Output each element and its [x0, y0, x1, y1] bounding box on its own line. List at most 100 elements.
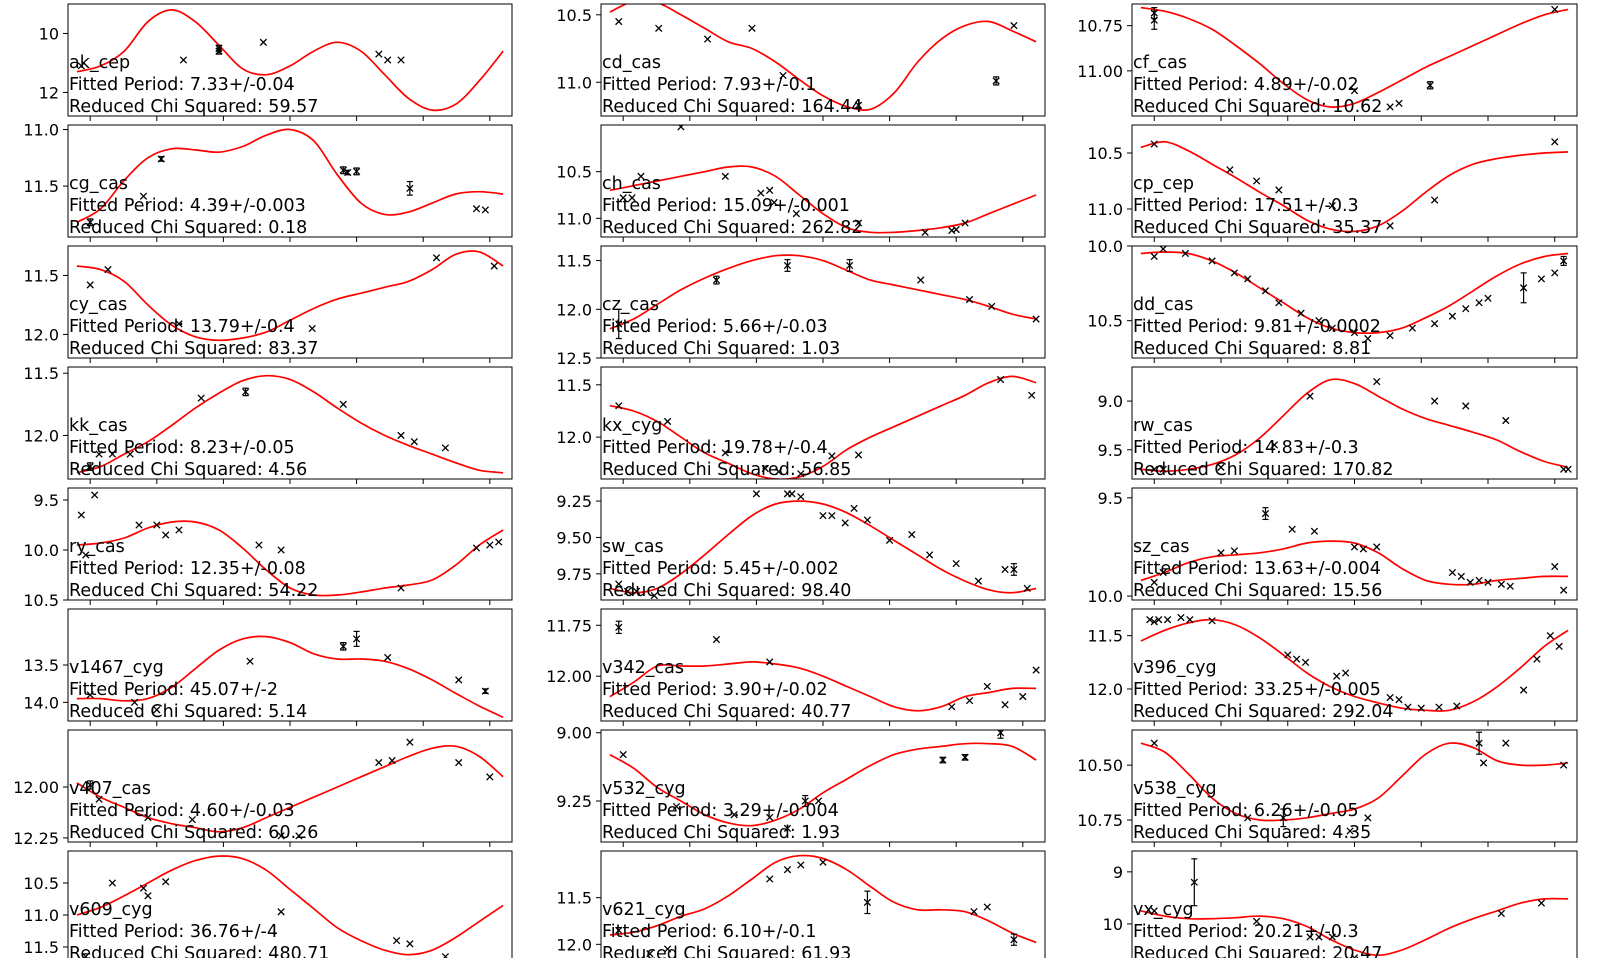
fit-curve	[76, 250, 504, 342]
star-name-label: v342_cas	[602, 658, 684, 678]
y-tick-label: 11.5	[556, 376, 592, 395]
star-name-label: ak_cep	[69, 53, 130, 73]
data-point	[1150, 252, 1158, 261]
data-point	[983, 903, 991, 911]
data-point	[339, 400, 347, 408]
data-point	[1395, 696, 1403, 704]
data-point	[1559, 586, 1568, 594]
fitted-period-text: Fitted Period: 7.33+/-0.04	[69, 75, 295, 95]
data-point	[406, 180, 414, 196]
data-point	[441, 444, 450, 452]
plot-area	[68, 730, 512, 842]
data-point	[344, 168, 352, 177]
data-point	[130, 698, 139, 706]
y-tick-label: 12.0	[23, 325, 59, 344]
data-point	[153, 521, 161, 529]
data-point	[845, 259, 854, 272]
data-point	[1426, 81, 1434, 90]
data-point	[792, 210, 801, 218]
data-point	[1350, 87, 1359, 95]
plot-area	[1132, 851, 1577, 958]
plot-frame	[67, 850, 513, 958]
data-point	[677, 125, 685, 131]
data-point	[1430, 319, 1439, 328]
plot-frame	[1131, 729, 1578, 843]
data-point	[1284, 651, 1292, 659]
fit-curve	[1140, 378, 1569, 473]
star-name-label: v538_cyg	[1133, 779, 1217, 799]
data-point	[730, 811, 738, 819]
y-tick-label: 11.0	[23, 906, 59, 925]
data-point	[308, 324, 316, 333]
data-point	[1448, 312, 1457, 320]
x-ticks	[622, 600, 1024, 605]
data-point	[1279, 808, 1287, 828]
y-tick-label: 11.5	[23, 266, 59, 285]
data-point	[1288, 525, 1296, 533]
y-tick-label: 10.5	[1087, 144, 1123, 163]
y-tick-label: 11.5	[1087, 627, 1123, 646]
data-point	[1551, 269, 1559, 277]
data-point	[352, 167, 361, 176]
data-point	[1261, 287, 1270, 295]
y-tick-label: 11.5	[556, 889, 592, 908]
plot-frame	[600, 124, 1046, 238]
fit-curve	[1140, 6, 1569, 108]
data-point	[1244, 275, 1252, 283]
data-point	[455, 758, 463, 767]
fit-curve	[609, 854, 1037, 944]
data-point	[246, 657, 254, 665]
data-point	[983, 682, 991, 691]
x-ticks	[89, 358, 491, 363]
x-ticks	[1153, 842, 1556, 847]
x-ticks	[89, 721, 491, 726]
data-point	[1315, 933, 1323, 941]
data-point	[1408, 324, 1417, 332]
plot-area	[601, 488, 1045, 600]
data-point	[1019, 692, 1027, 701]
y-tick-label: 13.5	[23, 656, 59, 675]
data-point	[1533, 655, 1541, 663]
data-point	[1301, 658, 1310, 666]
y-tick-label: 12.0	[556, 935, 592, 954]
data-point	[481, 206, 490, 214]
reduced-chi-squared-text: Reduced Chi Squared: 1.03	[602, 339, 840, 359]
fitted-period-text: Fitted Period: 45.07+/-2	[69, 680, 278, 700]
data-point	[921, 228, 929, 236]
data-point	[1244, 814, 1252, 822]
star-name-label: sw_cas	[602, 537, 664, 557]
plot-frame	[1131, 3, 1578, 117]
fitted-period-text: Fitted Period: 9.81+/-0.0002	[1133, 317, 1381, 337]
data-point	[1230, 269, 1239, 277]
data-point	[104, 265, 112, 274]
data-point	[623, 587, 632, 595]
plot-area	[68, 125, 512, 237]
y-tick-label: 11.5	[23, 177, 59, 196]
data-point	[259, 38, 268, 46]
data-point	[1261, 507, 1270, 521]
data-point	[1001, 701, 1009, 709]
fit-curve	[609, 500, 1037, 594]
reduced-chi-squared-text: Reduced Chi Squared: 83.37	[69, 339, 318, 359]
data-point	[1217, 463, 1225, 471]
data-point	[1466, 578, 1474, 586]
data-point	[1328, 201, 1336, 210]
y-tick-label: 12.0	[556, 428, 592, 447]
data-point	[1341, 669, 1350, 677]
data-point	[1010, 21, 1018, 30]
data-point	[1484, 578, 1492, 586]
data-point	[1475, 576, 1483, 585]
y-tick-label: 12.00	[13, 778, 59, 797]
data-point	[495, 538, 503, 546]
data-point	[1186, 616, 1194, 624]
star-name-label: ch_cas	[602, 174, 661, 194]
data-point	[1497, 580, 1506, 588]
star-name-label: cy_cas	[69, 295, 127, 315]
